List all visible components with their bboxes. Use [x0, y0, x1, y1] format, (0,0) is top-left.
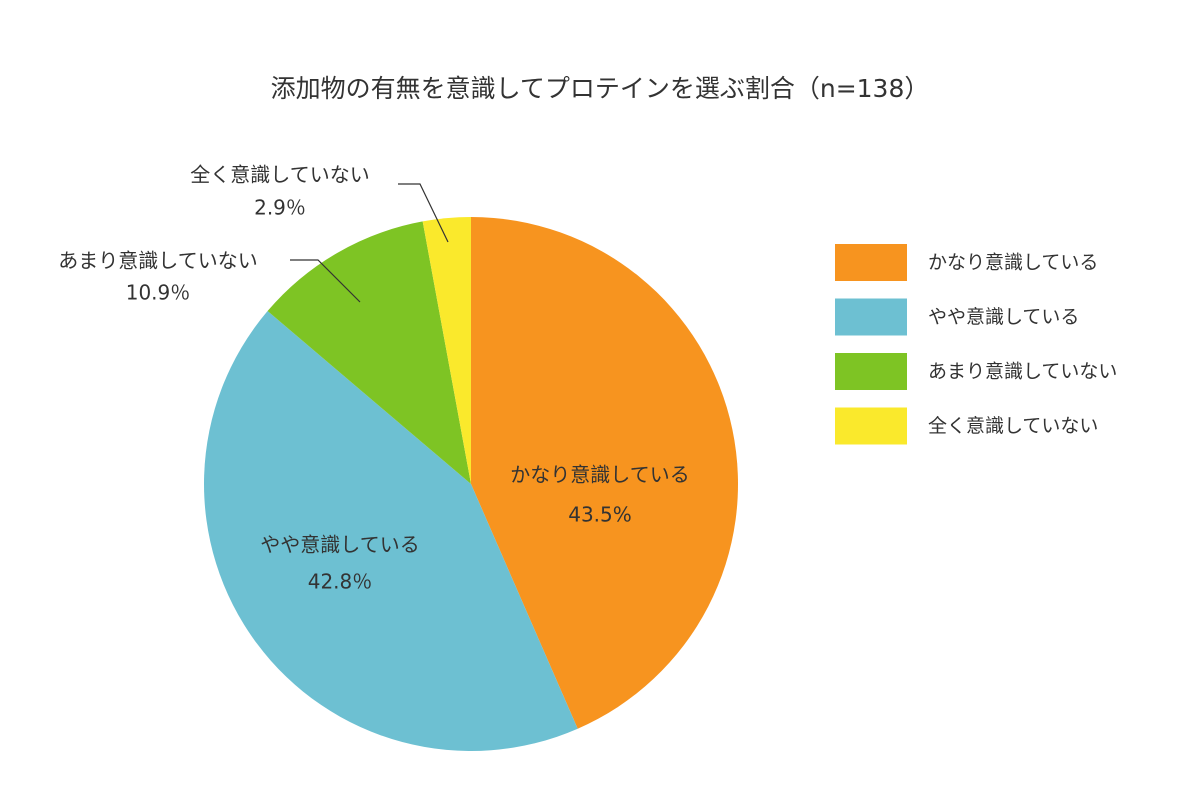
data-label-name: あまり意識していない: [58, 249, 257, 273]
data-label-name: やや意識している: [260, 533, 419, 557]
data-label-name: 全く意識していない: [190, 163, 369, 187]
legend-swatch: [835, 353, 907, 390]
legend-swatch: [835, 244, 907, 281]
legend-swatch: [835, 298, 907, 336]
pie-slice: [267, 221, 471, 485]
leader-line: [290, 259, 361, 303]
data-label-value: 10.9％: [126, 281, 191, 305]
data-label-name: かなり意識している: [510, 463, 689, 487]
leader-line: [398, 183, 449, 243]
pie-slice: [471, 217, 739, 729]
legend-label: あまり意識していない: [928, 361, 1117, 383]
pie-slice: [203, 311, 578, 752]
data-label-value: 42.8％: [308, 570, 373, 594]
data-label-value: 43.5%: [568, 503, 632, 527]
pie-slice: [422, 217, 471, 484]
chart-title: 添加物の有無を意識してプロテインを選ぶ割合（n=138）: [271, 74, 930, 103]
data-label-value: 2.9％: [254, 196, 306, 220]
legend-label: かなり意識している: [928, 252, 1098, 274]
legend-swatch: [835, 407, 907, 445]
legend-label: 全く意識していない: [928, 415, 1098, 437]
legend-label: やや意識している: [928, 306, 1079, 328]
